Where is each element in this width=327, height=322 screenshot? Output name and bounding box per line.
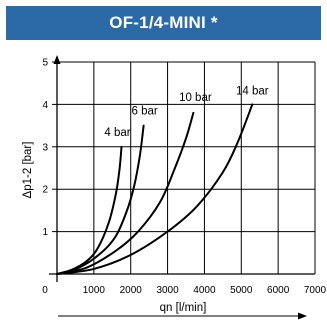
title-bar: OF-1/4-MINI *	[6, 6, 321, 40]
y-axis-title: Δp1-2 [bar]	[22, 142, 34, 199]
x-direction-arrow	[298, 312, 307, 320]
y-tick-label: 5	[42, 58, 48, 69]
series-label: 4 bar	[104, 127, 130, 139]
x-tick-label: 2000	[120, 285, 143, 296]
x-tick-label: 4000	[193, 285, 216, 296]
chart-title: OF-1/4-MINI *	[109, 13, 218, 32]
curves	[56, 103, 254, 275]
x-axis-title: qn [l/min]	[160, 302, 207, 314]
y-axis-arrow	[53, 55, 61, 64]
x-tick-label: 5000	[230, 285, 253, 296]
grid	[57, 61, 316, 274]
x-tick-label: 7000	[304, 285, 327, 296]
tick-labels: 1 2 3 4 5 0 1000 2000 3000 4000 5000 6000 7000	[42, 58, 326, 297]
x-tick-label: 6000	[267, 285, 290, 296]
y-tick-label: 2	[42, 185, 48, 196]
y-tick-label: 4	[42, 100, 48, 111]
x-tick-label: 1000	[83, 285, 106, 296]
series-line-10-bar	[56, 111, 195, 275]
series-label: 14 bar	[236, 85, 269, 97]
y-tick-label: 1	[42, 227, 48, 238]
x-tick-label: 3000	[156, 285, 179, 296]
series-line-6-bar	[56, 124, 145, 275]
y-tick-label: 3	[42, 142, 48, 153]
x-tick-label: 0	[42, 285, 48, 296]
series-label: 6 bar	[132, 106, 158, 118]
series-line-14-bar	[56, 103, 254, 275]
series-label: 10 bar	[179, 92, 212, 104]
series-line-4-bar	[56, 145, 123, 275]
